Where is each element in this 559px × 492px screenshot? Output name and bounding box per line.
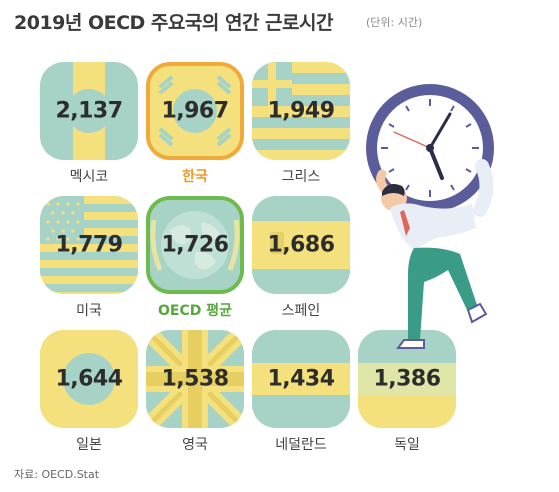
chart-title: 2019년 OECD 주요국의 연간 근로시간: [14, 12, 333, 34]
usa-flag-icon: [40, 196, 138, 294]
value-label: 1,644: [55, 366, 123, 392]
source-note: 자료: OECD.Stat: [14, 468, 100, 481]
man-carrying-clock-illustration: [366, 84, 494, 349]
tile-spain: 1,686: [252, 196, 350, 294]
value-label: 1,686: [267, 232, 335, 258]
country-label-japan: 일본: [76, 437, 102, 453]
tile-uk: 1,538: [146, 330, 244, 428]
value-label: 1,434: [267, 366, 335, 392]
value-label: 1,538: [161, 366, 229, 392]
mexico-flag-icon: [40, 62, 138, 160]
value-label: 2,137: [55, 98, 123, 124]
value-label: 1,779: [55, 232, 123, 258]
country-label-oecd: OECD 평균: [158, 303, 232, 319]
country-label-mexico: 멕시코: [69, 169, 109, 185]
value-label: 1,967: [161, 98, 229, 124]
tile-japan: 1,644: [40, 330, 138, 428]
value-label: 1,949: [267, 98, 335, 124]
oecd-globe-icon: [150, 200, 240, 290]
unit-note: (단위: 시간): [366, 16, 423, 29]
japan-flag-icon: [40, 330, 138, 428]
country-label-netherlands: 네덜란드: [275, 437, 327, 453]
netherlands-flag-icon: [252, 330, 350, 428]
country-label-germany: 독일: [394, 437, 420, 453]
country-label-greece: 그리스: [281, 169, 321, 185]
tile-mexico: 2,137: [40, 62, 138, 160]
tile-usa: 1,779: [40, 196, 138, 294]
korea-flag-icon: [150, 66, 240, 156]
tile-greece: 1,949: [252, 62, 350, 160]
uk-flag-icon: [146, 330, 244, 428]
country-label-korea: 한국: [182, 169, 208, 185]
value-label: 1,726: [161, 232, 229, 258]
tile-oecd: 1,726: [146, 196, 244, 294]
tile-korea: 1,967: [146, 62, 244, 160]
country-label-usa: 미국: [76, 303, 102, 319]
country-label-uk: 영국: [182, 437, 208, 453]
greece-flag-icon: [252, 62, 350, 160]
country-label-spain: 스페인: [281, 303, 321, 319]
value-label: 1,386: [373, 366, 441, 392]
tile-netherlands: 1,434: [252, 330, 350, 428]
spain-flag-icon: [252, 196, 350, 294]
clock-icon: [366, 84, 494, 212]
